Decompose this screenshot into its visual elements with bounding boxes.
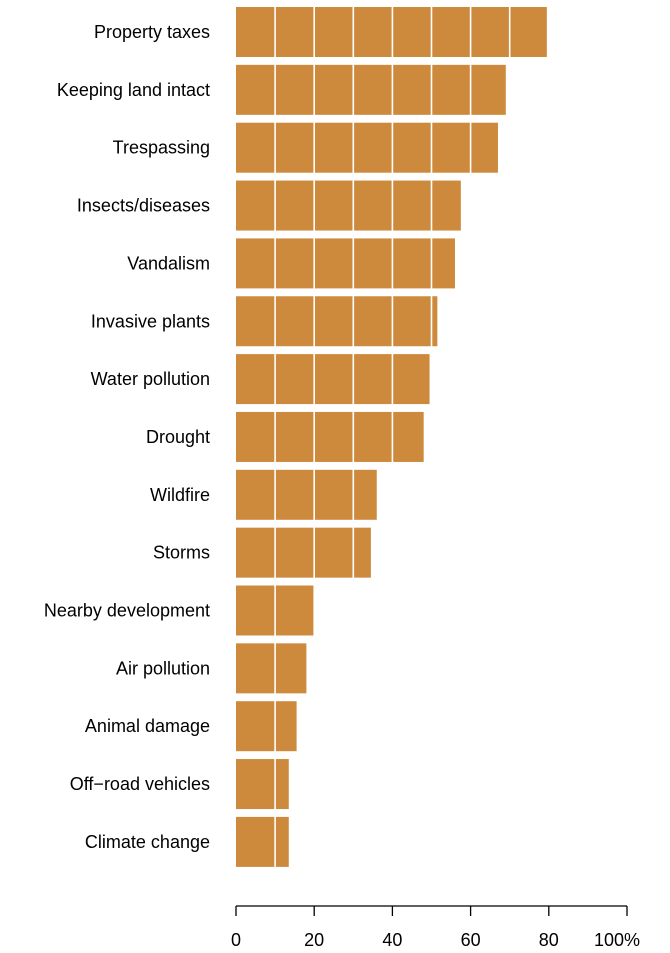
bar-6	[236, 354, 430, 405]
bar-13	[236, 759, 289, 810]
x-tick-label: 0	[231, 930, 241, 950]
category-label: Drought	[146, 427, 210, 447]
category-label: Nearby development	[44, 601, 210, 621]
bar-8	[236, 469, 377, 520]
category-label: Air pollution	[116, 658, 210, 678]
bar-11	[236, 643, 307, 694]
gridlines-group	[274, 7, 589, 867]
category-label: Keeping land intact	[57, 80, 210, 100]
x-tick-label: 20	[304, 930, 324, 950]
category-labels-group: Property taxes Keeping land intact Trespas…	[44, 22, 210, 852]
x-axis: 0 20 40 60 80 100%	[231, 905, 640, 950]
bar-1	[236, 64, 506, 115]
bar-5	[236, 296, 438, 347]
category-label: Water pollution	[91, 369, 210, 389]
category-label: Property taxes	[94, 22, 210, 42]
bar-4	[236, 238, 455, 289]
category-label: Invasive plants	[91, 311, 210, 331]
x-tick-label: 80	[539, 930, 559, 950]
x-tick-label: 40	[382, 930, 402, 950]
category-label: Storms	[153, 543, 210, 563]
bar-9	[236, 527, 371, 578]
category-label: Climate change	[85, 832, 210, 852]
bar-12	[236, 701, 297, 752]
category-label: Wildfire	[150, 485, 210, 505]
category-label: Insects/diseases	[77, 196, 210, 216]
bar-3	[236, 180, 461, 231]
bar-7	[236, 411, 424, 462]
bars-group	[236, 7, 547, 867]
category-label: Trespassing	[113, 138, 210, 158]
bar-14	[236, 816, 289, 867]
category-label: Animal damage	[85, 716, 210, 736]
category-label: Off−road vehicles	[70, 774, 210, 794]
category-label: Vandalism	[127, 253, 210, 273]
bar-0	[236, 7, 547, 57]
x-tick-label: 60	[461, 930, 481, 950]
bar-2	[236, 122, 498, 173]
x-tick-label: 100%	[594, 930, 640, 950]
